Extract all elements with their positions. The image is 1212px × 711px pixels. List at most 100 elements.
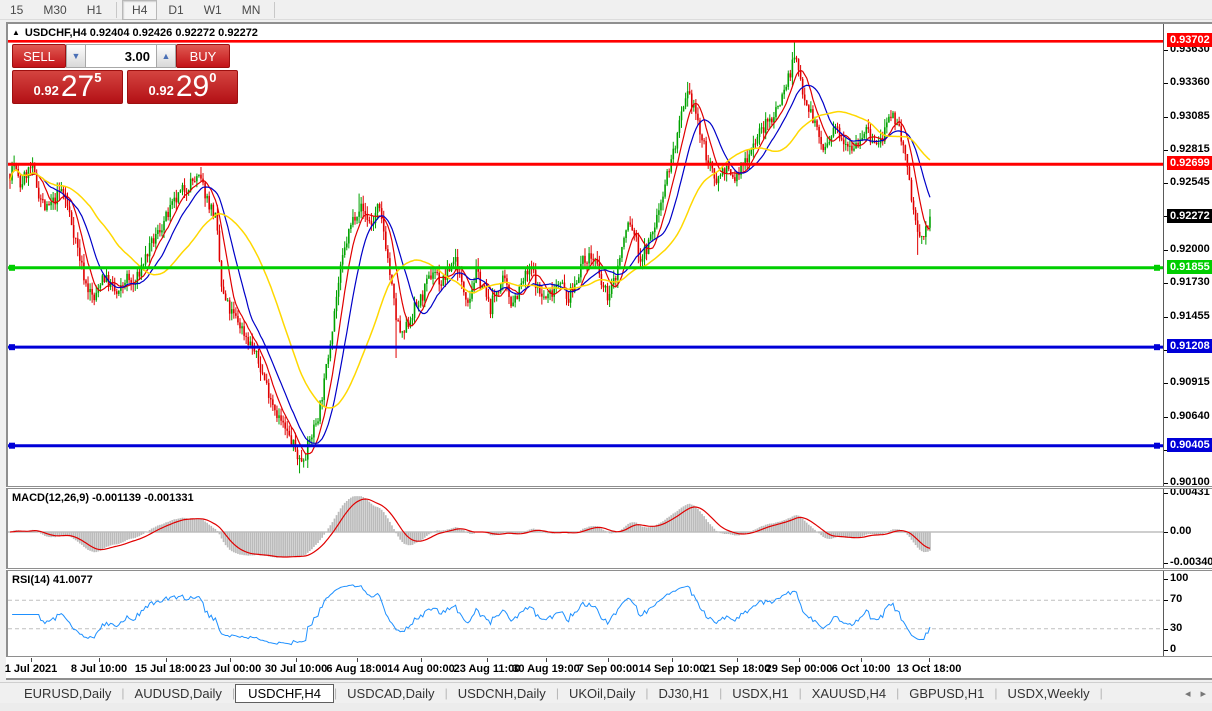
time-axis-label: 23 Jul 00:00 [198,663,262,675]
sell-price-prefix: 0.92 [33,83,59,98]
time-axis-tick [608,658,609,662]
tab-dj30-h1[interactable]: DJ30,H1 [658,685,710,701]
tab-gbpusd-h1[interactable]: GBPUSD,H1 [909,685,985,701]
time-axis-label: 6 Aug 18:00 [326,663,388,675]
tab-nav: ◂ ▸ [1185,687,1206,700]
panel-splitter[interactable] [6,486,1212,489]
macd-axis-tick [1164,492,1168,494]
price-axis-tick [1164,316,1168,318]
main-price-chart[interactable]: SELL ▼ ▲ BUY 0.92 27 5 [8,40,1163,486]
time-axis-tick [737,658,738,662]
rsi-panel[interactable]: RSI(14) 41.0077 [8,571,1163,656]
chart-title-bar: ▲ USDCHF,H4 0.92404 0.92426 0.92272 0.92… [10,25,258,40]
tab-scroll-right-icon[interactable]: ▸ [1200,687,1206,700]
rsi-axis-tick [1164,650,1168,651]
macd-axis-tick [1164,532,1168,533]
volume-decrease-button[interactable]: ▼ [66,44,86,68]
buy-button[interactable]: BUY [176,44,230,68]
macd-plot [8,496,1163,558]
time-axis-tick [166,658,167,662]
sell-quote[interactable]: 0.92 27 5 [12,70,123,104]
sell-button[interactable]: SELL [12,44,66,68]
tab-usdcnh-daily[interactable]: USDCNH,Daily [457,685,546,701]
rsi-label: RSI(14) 41.0077 [12,574,93,586]
hline-price-label: 0.91855 [1167,259,1212,274]
price-axis-tick [1164,383,1168,385]
time-axis-tick [230,658,231,662]
timeframe-button-h1[interactable]: H1 [86,2,103,17]
buy-price-prefix: 0.92 [148,83,174,98]
timeframe-button-mn[interactable]: MN [241,2,261,17]
rsi-axis-tick [1164,600,1168,602]
hline-price-label: 0.92699 [1167,156,1212,171]
time-axis[interactable]: 1 Jul 2021 8 Jul 10:00 15 Jul 18:00 23 Jul … [4,658,1212,680]
price-axis-label: 0.90915 [1170,376,1210,389]
time-axis-tick [31,658,32,662]
toolbar-divider [274,1,276,18]
tab-divider: | [994,686,998,700]
panel-splitter[interactable] [6,568,1212,571]
rsi-axis-label: 0 [1170,643,1177,655]
timeframe-button-h4[interactable]: H4 [122,0,158,20]
price-axis-label: 0.91730 [1170,276,1210,289]
price-axis-label: 0.92000 [1170,243,1210,255]
time-axis-label: 1 Jul 2021 [4,663,58,675]
macd-panel[interactable]: MACD(12,26,9) -0.001139 -0.001331 [8,489,1163,568]
tab-usdx-h1[interactable]: USDX,H1 [732,685,789,701]
time-axis-label: 15 Jul 18:00 [134,663,198,675]
divider [6,656,1212,658]
tab-audusd-daily[interactable]: AUDUSD,Daily [134,685,222,701]
tab-usdx-weekly[interactable]: USDX,Weekly [1007,685,1090,701]
price-axis-tick [1164,283,1168,285]
tab-ukoil-daily[interactable]: UKOil,Daily [568,685,636,701]
price-axis-tick [1164,183,1168,185]
rsi-axis-label: 100 [1170,572,1189,584]
time-axis-label: 30 Jul 10:00 [264,663,328,675]
price-axis-label: 0.90640 [1170,409,1210,422]
price-axis-tick [1164,450,1168,451]
tab-usdchf-h4[interactable]: USDCHF,H4 [235,683,335,703]
tab-eurusd-daily[interactable]: EURUSD,Daily [24,685,112,701]
macd-axis-label: 0.00 [1170,525,1192,537]
collapse-triangle-icon[interactable]: ▲ [12,28,20,37]
timeframe-button-m30[interactable]: M30 [43,2,67,17]
tab-xauusd-h4[interactable]: XAUUSD,H4 [811,685,887,701]
time-axis-tick [296,658,297,662]
macd-label: MACD(12,26,9) -0.001139 -0.001331 [12,492,194,504]
price-axis-tick [1164,250,1168,251]
tab-divider: | [444,686,448,700]
timeframe-button-d1[interactable]: D1 [168,2,184,17]
rsi-axis-label: 70 [1170,593,1183,606]
tab-scroll-left-icon[interactable]: ◂ [1184,687,1191,700]
tab-usdcad-daily[interactable]: USDCAD,Daily [347,685,435,701]
rsi-axis-tick [1164,628,1168,630]
buy-quote[interactable]: 0.92 29 0 [127,70,238,104]
hline-price-label: 0.90405 [1167,437,1212,452]
buy-price-sup: 0 [209,70,217,85]
price-axis-tick [1164,416,1168,418]
rsi-plot [8,584,1163,646]
price-axis-label: 0.93360 [1170,76,1210,89]
time-axis-label: 21 Sep 18:00 [703,663,771,675]
time-axis-tick [357,658,358,662]
price-axis-label: 0.90100 [1170,476,1210,489]
tab-divider: | [1099,686,1103,700]
timeframe-button-15[interactable]: 15 [10,2,24,17]
volume-input[interactable] [86,44,156,68]
price-axis-label: 0.91455 [1170,309,1210,322]
window-border [6,22,1212,24]
price-axis[interactable]: 0.936300.933600.930850.928150.925450.922… [1163,24,1212,656]
candlestick-plot [8,40,1163,474]
timeframe-button-w1[interactable]: W1 [203,2,222,17]
arrow-down-icon: ▼ [71,51,81,61]
time-axis-tick [672,658,673,662]
sell-price-big: 27 [60,70,95,103]
price-axis-tick [1164,150,1168,151]
price-axis-label: 0.92815 [1170,143,1210,155]
one-click-trade-panel: SELL ▼ ▲ BUY 0.92 27 5 [12,44,238,104]
price-axis-tick [1164,83,1168,85]
volume-increase-button[interactable]: ▲ [156,44,176,68]
time-axis-label: 8 Jul 10:00 [70,663,128,675]
time-axis-tick [546,658,547,662]
